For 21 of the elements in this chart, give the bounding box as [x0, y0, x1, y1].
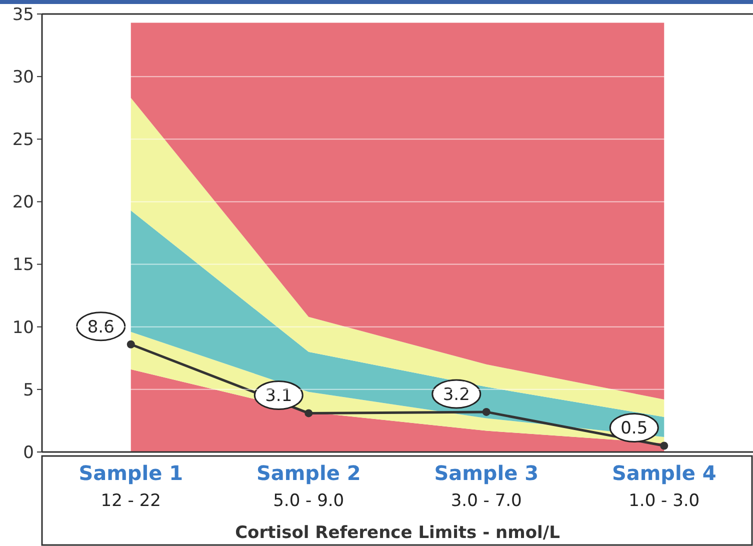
x-tick-label: Sample 3 3.0 - 7.0 — [434, 461, 539, 511]
point — [482, 408, 490, 416]
data-label: 0.5 — [620, 418, 648, 439]
y-tick-label: 15 — [12, 255, 34, 276]
data-label: 3.2 — [442, 384, 470, 405]
point — [660, 442, 668, 450]
y-tick-label: 20 — [12, 192, 34, 213]
data-label: 3.1 — [265, 386, 292, 406]
x-tick-label: Sample 4 1.0 - 3.0 — [612, 461, 716, 511]
x-tick-label: Sample 1 12 - 22 — [78, 461, 184, 511]
point — [304, 409, 313, 418]
x-tick-label: Sample 2 5.0 - 9.0 — [256, 461, 361, 511]
y-tick-label: 25 — [12, 130, 34, 150]
point — [126, 340, 135, 348]
y-tick-label: 35 — [12, 4, 34, 25]
y-tick-label: 30 — [12, 68, 34, 88]
data-label: 8.6 — [87, 317, 114, 338]
y-tick-label: 0 — [23, 442, 34, 463]
x-axis-title: Cortisol Reference Limits - nmol/L — [235, 523, 560, 543]
y-tick-label: 10 — [12, 318, 34, 338]
y-tick-label: 5 — [23, 380, 34, 400]
